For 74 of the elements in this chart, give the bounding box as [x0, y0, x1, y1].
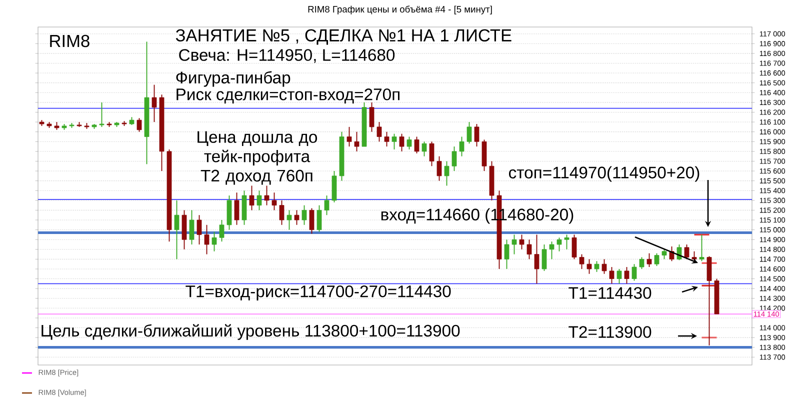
candlestick [136, 118, 142, 132]
candlestick [609, 266, 614, 284]
candlestick [302, 204, 307, 226]
candlestick [174, 200, 180, 260]
candlestick [436, 156, 442, 182]
annotation: ЗАНЯТИЕ №5 , СДЕЛКА №1 НА 1 ЛИСТЕ [176, 29, 512, 45]
candlestick [632, 264, 637, 282]
candlestick [286, 210, 292, 230]
candlestick [354, 131, 360, 152]
candlestick [466, 122, 472, 144]
annotation: Риск сделки=стоп-вход=270п [176, 88, 400, 104]
candlestick [264, 185, 270, 206]
candlestick [444, 160, 450, 186]
annotation: стоп=114970(114950+20) [509, 166, 700, 182]
candlestick [212, 231, 217, 252]
candlestick [196, 214, 202, 245]
candlestick [504, 239, 510, 270]
candlestick [316, 204, 322, 232]
candlestick [219, 220, 224, 242]
candlestick [579, 254, 584, 270]
candlestick [594, 260, 600, 272]
candlestick [602, 258, 607, 274]
candlestick [189, 210, 194, 245]
candlestick [624, 266, 630, 284]
candlestick [474, 124, 480, 147]
candlestick [256, 190, 262, 211]
candlestick [422, 141, 427, 157]
annotation: Фигура-пинбар [176, 71, 290, 87]
candlestick [459, 136, 464, 157]
candlestick [564, 234, 570, 250]
candlestick [549, 241, 554, 260]
candlestick [99, 102, 104, 128]
candlestick [384, 131, 390, 147]
candlestick [534, 234, 540, 284]
candlestick [519, 234, 524, 250]
annotation: T1=114430 [568, 287, 652, 299]
candlestick [152, 84, 157, 122]
candlestick [399, 133, 404, 152]
candlestick [406, 136, 412, 150]
candlestick [706, 256, 712, 346]
candlestick [542, 244, 547, 272]
candlestick [662, 248, 667, 260]
candlestick [512, 234, 517, 255]
candlestick [272, 192, 277, 211]
chart-subtitle: RIM8 [50, 34, 90, 48]
candlestick [392, 133, 397, 150]
annotation: Свеча: H=114950, L=114680 [179, 49, 395, 63]
candlestick [369, 102, 374, 132]
candlestick [572, 234, 577, 260]
candlestick [294, 210, 300, 226]
candlestick [324, 195, 330, 216]
candlestick [346, 126, 352, 147]
candlestick [204, 224, 210, 255]
annotation: Цель сделки-ближайший уровень 113800+100=113900 [42, 324, 460, 340]
candlestick [654, 252, 660, 267]
candlestick [639, 256, 644, 270]
candlestick [699, 234, 704, 262]
candlestick [586, 258, 592, 274]
candlestick [429, 141, 434, 167]
candlestick [646, 252, 652, 268]
candlestick [414, 136, 420, 154]
candlestick [616, 268, 622, 284]
candlestick [526, 239, 532, 260]
annotation: T1=вход-риск=114700-270=114430 [186, 285, 451, 301]
chart-title: RIM8 График цены и объёма #4 - [5 минут] [308, 6, 492, 14]
candlestick [249, 185, 254, 211]
annotation: T2=113900 [568, 326, 652, 338]
candlestick [234, 192, 240, 226]
annotation: Цена дошла до тейк-профита T2 доход 760п [198, 131, 318, 185]
candlestick [452, 146, 457, 172]
candlestick [309, 208, 314, 234]
candlestick [376, 122, 382, 142]
candlestick [279, 200, 284, 226]
candlestick [556, 237, 562, 252]
